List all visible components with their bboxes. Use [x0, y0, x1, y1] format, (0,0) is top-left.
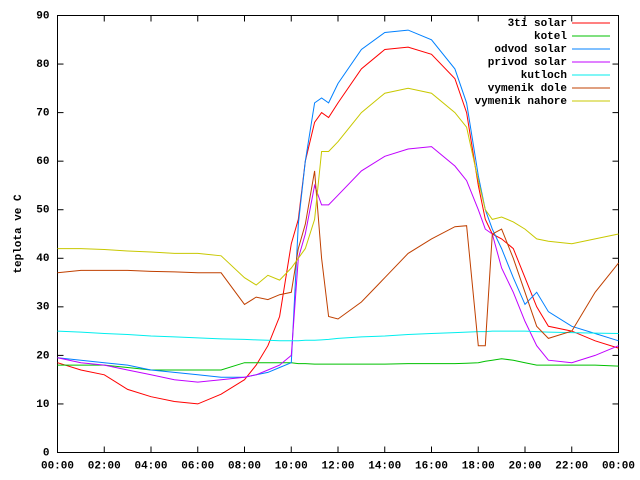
x-tick-label: 00:00: [41, 460, 74, 472]
y-tick-label: 0: [43, 447, 50, 459]
legend-label: vymenik nahore: [475, 96, 568, 108]
y-axis-label: teplota ve C: [13, 194, 25, 274]
legend-label: odvod solar: [494, 44, 567, 56]
x-tick-label: 12:00: [321, 460, 354, 472]
legend-label: privod solar: [488, 57, 567, 69]
legend-label: kotel: [534, 31, 567, 43]
x-tick-label: 16:00: [415, 460, 448, 472]
y-tick-label: 40: [36, 253, 49, 265]
x-tick-label: 00:00: [602, 460, 635, 472]
y-tick-label: 10: [36, 399, 49, 411]
x-tick-label: 08:00: [228, 460, 261, 472]
x-tick-label: 20:00: [508, 460, 541, 472]
x-tick-label: 04:00: [134, 460, 167, 472]
x-tick-label: 22:00: [555, 460, 588, 472]
y-tick-label: 60: [36, 156, 49, 168]
series-line: [57, 29, 619, 378]
legend-label: 3ti solar: [508, 18, 567, 30]
y-tick-label: 90: [36, 10, 49, 22]
series-line: [57, 330, 619, 342]
y-tick-label: 80: [36, 59, 49, 71]
series-line: [57, 170, 619, 347]
y-tick-label: 50: [36, 205, 49, 217]
y-tick-label: 70: [36, 108, 49, 120]
x-tick-label: 06:00: [181, 460, 214, 472]
series-line: [57, 87, 619, 286]
y-tick-label: 30: [36, 302, 49, 314]
x-tick-label: 14:00: [368, 460, 401, 472]
y-tick-label: 20: [36, 350, 49, 362]
x-tick-label: 02:00: [88, 460, 121, 472]
legend-label: vymenik dole: [488, 83, 568, 95]
series-line: [57, 46, 619, 405]
x-tick-label: 18:00: [462, 460, 495, 472]
x-tick-label: 10:00: [275, 460, 308, 472]
legend-label: kutloch: [521, 70, 567, 82]
series-line: [57, 358, 619, 371]
series-line: [57, 146, 619, 383]
